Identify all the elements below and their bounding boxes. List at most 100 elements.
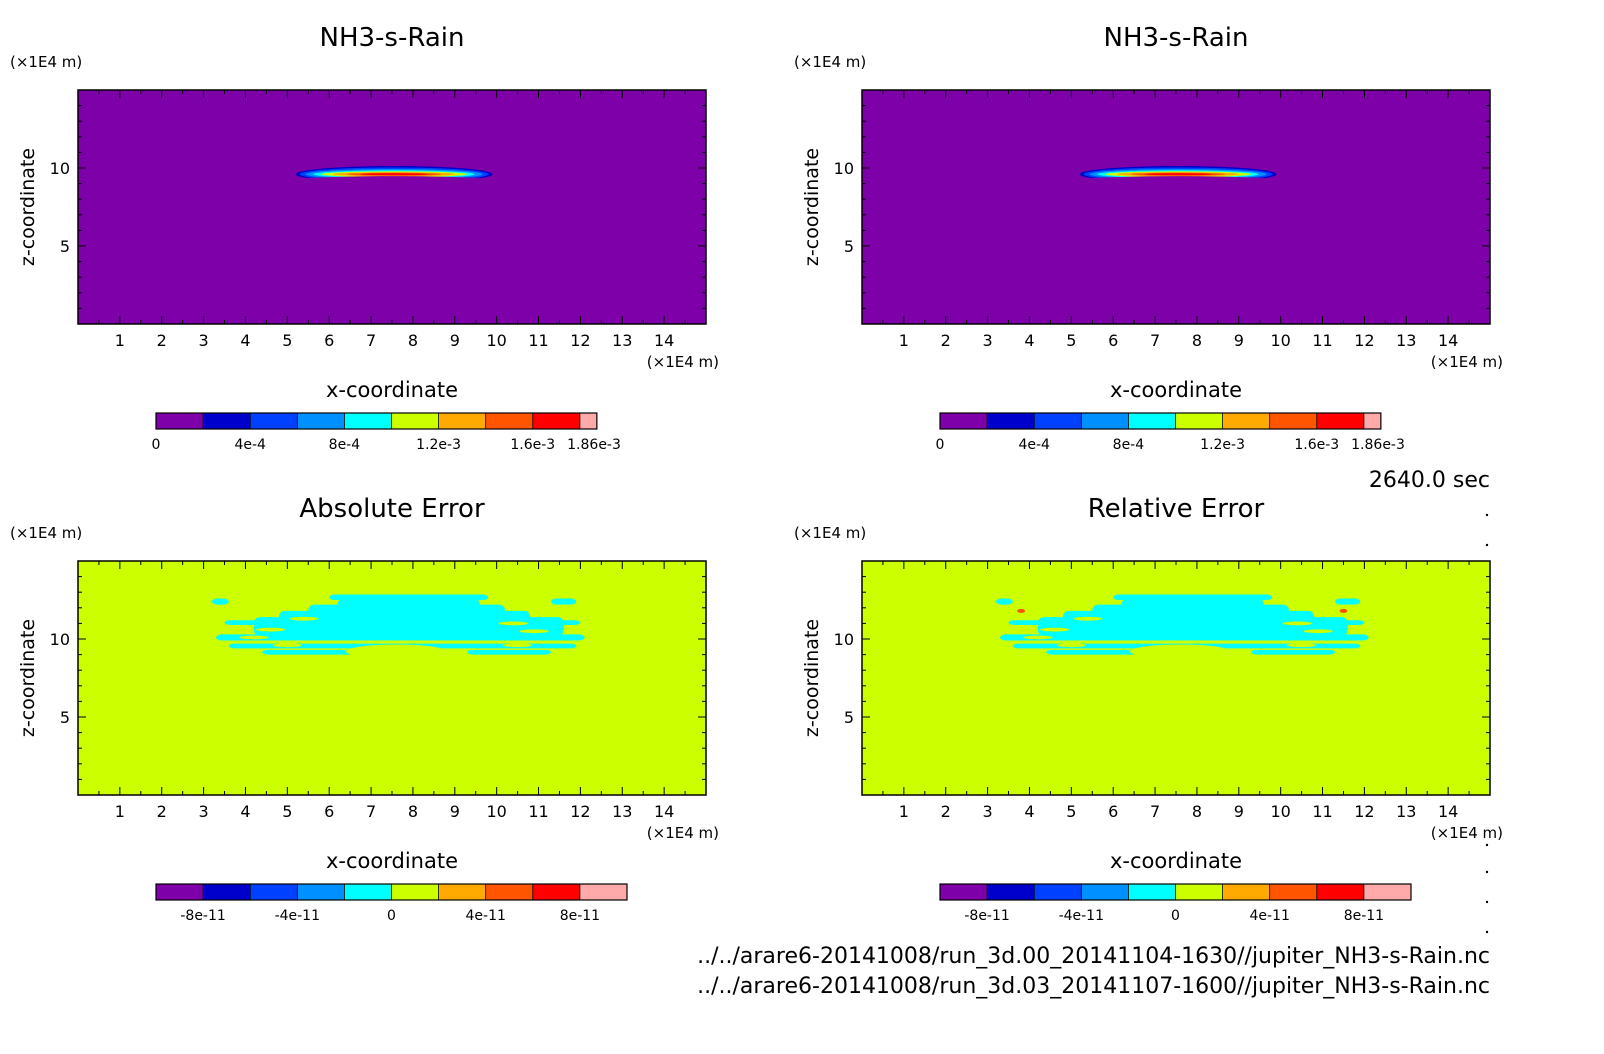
error-patch-6 [1000, 634, 1369, 641]
y-tick-label: 5 [60, 708, 70, 727]
colorbar-bin-9 [532, 884, 580, 900]
error-patch-9 [467, 649, 552, 655]
error-gap-6 [532, 612, 562, 616]
plot-field [78, 90, 706, 324]
panel-2: NH3-s-Rain(×1E4 m)1 2 3 4 5 6 7 8 9 10 11 12 13 14510… [794, 23, 1503, 453]
y-tick-label: 5 [60, 237, 70, 256]
colorbar-bin-3 [1034, 413, 1082, 429]
x-tick-label: 6 [324, 802, 334, 821]
rain-contour-8 [360, 173, 428, 176]
x-tick-label: 14 [1438, 331, 1458, 350]
x-tick-label: 2 [157, 331, 167, 350]
colorbar-frame [155, 412, 598, 430]
x-tick-label: 13 [1396, 331, 1416, 350]
error-gap-8 [1286, 643, 1317, 648]
colorbar-tick-label: -4e-11 [1059, 908, 1104, 924]
x-tick-label: 11 [1312, 331, 1332, 350]
error-gap-1 [1039, 627, 1070, 632]
error-patch-5 [1008, 620, 1365, 625]
error-gap-3 [1282, 621, 1313, 626]
y-unit-label: (×1E4 m) [10, 524, 82, 542]
file-path-1: ../../arare6-20141008/run_3d.00_20141104… [697, 944, 1490, 969]
x-tick-label: 8 [408, 331, 418, 350]
x-tick-label: 12 [1354, 331, 1374, 350]
colorbar-bin-9 [1316, 413, 1364, 429]
x-tick-label: 4 [1024, 331, 1034, 350]
x-tick-label: 9 [450, 802, 460, 821]
rain-underside-mask [1075, 176, 1281, 189]
colorbar-bin-5 [344, 884, 392, 900]
error-gap-2 [1073, 616, 1103, 621]
rel-error-spot-right [1339, 608, 1348, 613]
colorbar-bin-8 [485, 884, 533, 900]
rel-error-spot-left [1017, 608, 1026, 613]
x-axis-label: x-coordinate [1110, 849, 1242, 873]
x-tick-label: 1 [115, 802, 125, 821]
error-patch-5 [224, 620, 581, 625]
colorbar-bin-7 [1222, 413, 1270, 429]
colorbar-tick-label: -8e-11 [180, 908, 225, 924]
error-patch-10 [995, 598, 1013, 605]
x-tick-label: 7 [366, 802, 376, 821]
x-unit-label: (×1E4 m) [1431, 824, 1503, 842]
error-gap-4 [1303, 629, 1333, 634]
x-tick-label: 14 [654, 331, 674, 350]
error-gap-2 [289, 616, 319, 621]
margin-dots [1485, 513, 1489, 934]
x-tick-label: 9 [1234, 802, 1244, 821]
error-patch-12 [1113, 594, 1273, 600]
error-patch-11 [551, 598, 577, 605]
x-tick-label: 2 [157, 802, 167, 821]
panel-1: NH3-s-Rain(×1E4 m)1 2 3 4 5 6 7 8 9 10 11 12 13 14510… [10, 23, 719, 453]
x-tick-label: 10 [1270, 331, 1290, 350]
x-tick-label: 12 [570, 802, 590, 821]
colorbar-tick-label: 4e-4 [1018, 437, 1050, 453]
x-tick-label: 14 [654, 802, 674, 821]
x-tick-label: 4 [240, 331, 250, 350]
colorbar-bin-10 [579, 413, 597, 429]
y-unit-label: (×1E4 m) [794, 53, 866, 71]
plot-field [862, 90, 1490, 324]
error-gap-1 [255, 627, 286, 632]
colorbar-bin-4 [297, 884, 345, 900]
colorbar-bin-7 [1222, 884, 1270, 900]
colorbar-bin-4 [1081, 884, 1129, 900]
x-tick-label: 12 [1354, 802, 1374, 821]
x-tick-label: 13 [612, 802, 632, 821]
x-tick-label: 10 [486, 802, 506, 821]
x-tick-label: 10 [1270, 802, 1290, 821]
rain-underside-mask [291, 176, 497, 189]
error-patch-8 [1046, 649, 1139, 655]
colorbar-bin-10 [1363, 884, 1411, 900]
x-tick-label: 1 [899, 802, 909, 821]
rain-contour-8 [1144, 173, 1212, 176]
x-tick-label: 5 [1066, 802, 1076, 821]
time-label: 2640.0 sec [1369, 468, 1490, 493]
x-tick-label: 5 [1066, 331, 1076, 350]
y-axis-label: z-coordinate [17, 619, 39, 737]
y-axis-label: z-coordinate [801, 619, 823, 737]
error-patch-10 [211, 598, 229, 605]
panel-title: NH3-s-Rain [320, 23, 465, 53]
colorbar-tick-label: 1.6e-3 [510, 437, 555, 453]
error-gap-5 [1023, 635, 1053, 640]
colorbar-bin-3 [250, 413, 298, 429]
y-axis-label: z-coordinate [801, 148, 823, 266]
colorbar-bin-2 [203, 413, 251, 429]
colorbar-bin-7 [438, 413, 486, 429]
x-unit-label: (×1E4 m) [1431, 353, 1503, 371]
x-tick-label: 6 [1108, 802, 1118, 821]
error-gap-7 [272, 643, 302, 648]
error-gap-4 [519, 629, 549, 634]
colorbar-tick-label: 1.6e-3 [1294, 437, 1339, 453]
error-patch-8 [262, 649, 355, 655]
colorbar-tick-label: -8e-11 [964, 908, 1009, 924]
colorbar-tick-label: 8e-4 [329, 437, 361, 453]
colorbar-tick-label: 8e-11 [560, 908, 600, 924]
colorbar-tick-label: -4e-11 [275, 908, 320, 924]
panel-title: Relative Error [1088, 494, 1265, 524]
colorbar-bin-1 [156, 413, 204, 429]
y-tick-label: 10 [50, 159, 70, 178]
error-notch [1129, 644, 1231, 659]
